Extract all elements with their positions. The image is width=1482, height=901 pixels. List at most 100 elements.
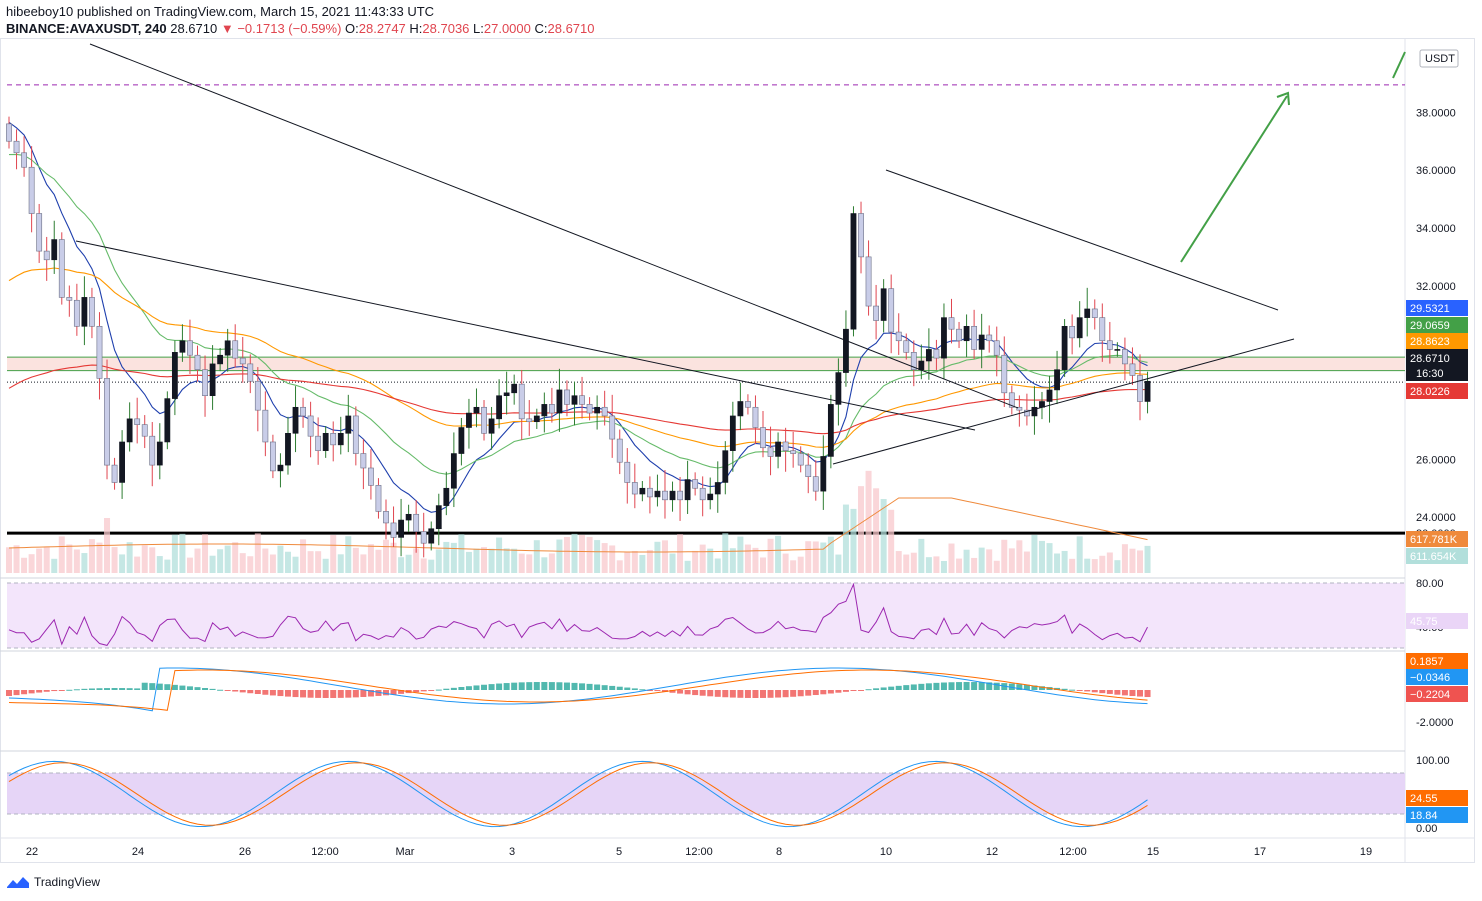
candle-body xyxy=(307,415,314,437)
macd-histogram-bar xyxy=(526,682,533,690)
currency-badge-label: USDT xyxy=(1425,53,1455,65)
macd-histogram-bar xyxy=(805,690,812,696)
volume-bar xyxy=(1114,560,1121,573)
candle-body xyxy=(609,415,616,440)
candle-body xyxy=(262,409,269,443)
macd-histogram-bar xyxy=(677,690,684,694)
candle-body xyxy=(443,487,450,506)
macd-histogram-bar xyxy=(541,682,548,690)
candle-body xyxy=(330,432,337,446)
candle-body xyxy=(903,340,910,353)
close-label: C: xyxy=(534,21,548,36)
candle-body xyxy=(315,435,322,451)
volume-bar xyxy=(269,554,276,573)
candle-body xyxy=(654,490,661,498)
candle-body xyxy=(993,340,1000,356)
tag-volume-label: 611.654K xyxy=(1410,551,1457,563)
volume-bar xyxy=(722,533,729,573)
price-axis-tick: 32.0000 xyxy=(1416,281,1456,293)
macd-histogram-bar xyxy=(601,685,608,690)
triangle-lower-line xyxy=(832,338,1295,465)
tradingview-brand: TradingView xyxy=(34,875,101,889)
volume-bar xyxy=(895,551,902,573)
macd-histogram-bar xyxy=(239,690,246,693)
macd-histogram-bar xyxy=(820,690,827,695)
volume-bar xyxy=(842,504,849,573)
volume-bar xyxy=(345,536,352,573)
volume-bar xyxy=(933,556,940,573)
volume-bar xyxy=(744,544,751,573)
macd-histogram-bar xyxy=(13,690,20,696)
currency-badge xyxy=(1419,49,1459,68)
macd-histogram-bar xyxy=(850,690,857,691)
macd-histogram-bar xyxy=(104,688,111,690)
macd-histogram-bar xyxy=(563,682,570,690)
macd-histogram-bar xyxy=(488,684,495,690)
candle-body xyxy=(405,513,412,521)
candle-body xyxy=(790,450,797,454)
candle-body xyxy=(58,239,65,298)
candle-body xyxy=(496,395,502,420)
macd-histogram-bar xyxy=(43,690,50,692)
volume-bar xyxy=(646,549,653,573)
tag-resistance-bottom-label: 29.0659 xyxy=(1410,320,1450,332)
candle-body xyxy=(1069,325,1076,339)
volume-bar xyxy=(156,556,163,573)
macd-histogram-bar xyxy=(1144,690,1151,698)
candle-body xyxy=(503,392,510,397)
macd-histogram-bar xyxy=(684,690,691,695)
volume-bar xyxy=(413,548,420,573)
volume-bar xyxy=(601,543,608,573)
candle-body xyxy=(111,464,118,483)
macd-histogram-bar xyxy=(971,682,978,690)
stoch-axis-tick: 100.00 xyxy=(1416,755,1450,767)
macd-histogram-bar xyxy=(202,687,209,690)
volume-bar xyxy=(858,486,865,573)
macd-histogram-bar xyxy=(1023,684,1030,690)
macd-histogram-bar xyxy=(827,690,834,694)
macd-histogram-bar xyxy=(1099,690,1106,694)
macd-axis-tick: -2.0000 xyxy=(1416,717,1453,729)
macd-histogram-bar xyxy=(232,690,239,692)
candle-body xyxy=(541,404,548,417)
candle-body xyxy=(1144,380,1151,402)
macd-histogram-bar xyxy=(6,690,12,696)
volume-bar xyxy=(322,558,329,573)
volume-bar xyxy=(903,554,910,573)
candle-body xyxy=(1122,349,1128,365)
time-axis-tick: 12:00 xyxy=(685,846,713,858)
candle-body xyxy=(217,354,224,365)
volume-bar xyxy=(21,557,28,573)
volume-bar xyxy=(232,542,239,573)
candle-body xyxy=(1061,325,1068,370)
volume-bar xyxy=(677,534,684,573)
macd-histogram-bar xyxy=(51,690,58,692)
macd-histogram-bar xyxy=(383,690,389,696)
volume-bar xyxy=(405,554,412,573)
volume-bar xyxy=(993,560,1000,573)
candle-body xyxy=(918,360,925,370)
volume-bar xyxy=(1046,543,1053,573)
tag-resistance-top xyxy=(1406,300,1468,316)
macd-histogram-bar xyxy=(217,689,224,691)
candle-body xyxy=(948,317,955,330)
candle-body xyxy=(775,441,781,457)
low-label: L: xyxy=(473,21,484,36)
macd-histogram-bar xyxy=(895,685,902,690)
tradingview-footer[interactable]: TradingView xyxy=(6,874,100,890)
macd-histogram-bar xyxy=(790,690,797,697)
candle-body xyxy=(548,404,555,414)
volume-bar xyxy=(707,548,714,573)
publisher-line: hibeeboy10 published on TradingView.com,… xyxy=(6,4,435,19)
candle-body xyxy=(466,412,472,428)
volume-bar xyxy=(224,545,231,573)
tag-macd-signal xyxy=(1406,653,1468,669)
candle-body xyxy=(488,418,495,434)
tag-macd-label: −0.0346 xyxy=(1410,672,1450,684)
open-value: 28.2747 xyxy=(358,21,406,36)
volume-bar xyxy=(443,541,450,573)
volume-bar xyxy=(873,488,880,573)
candle-body xyxy=(662,490,668,501)
candle-body xyxy=(624,461,631,483)
